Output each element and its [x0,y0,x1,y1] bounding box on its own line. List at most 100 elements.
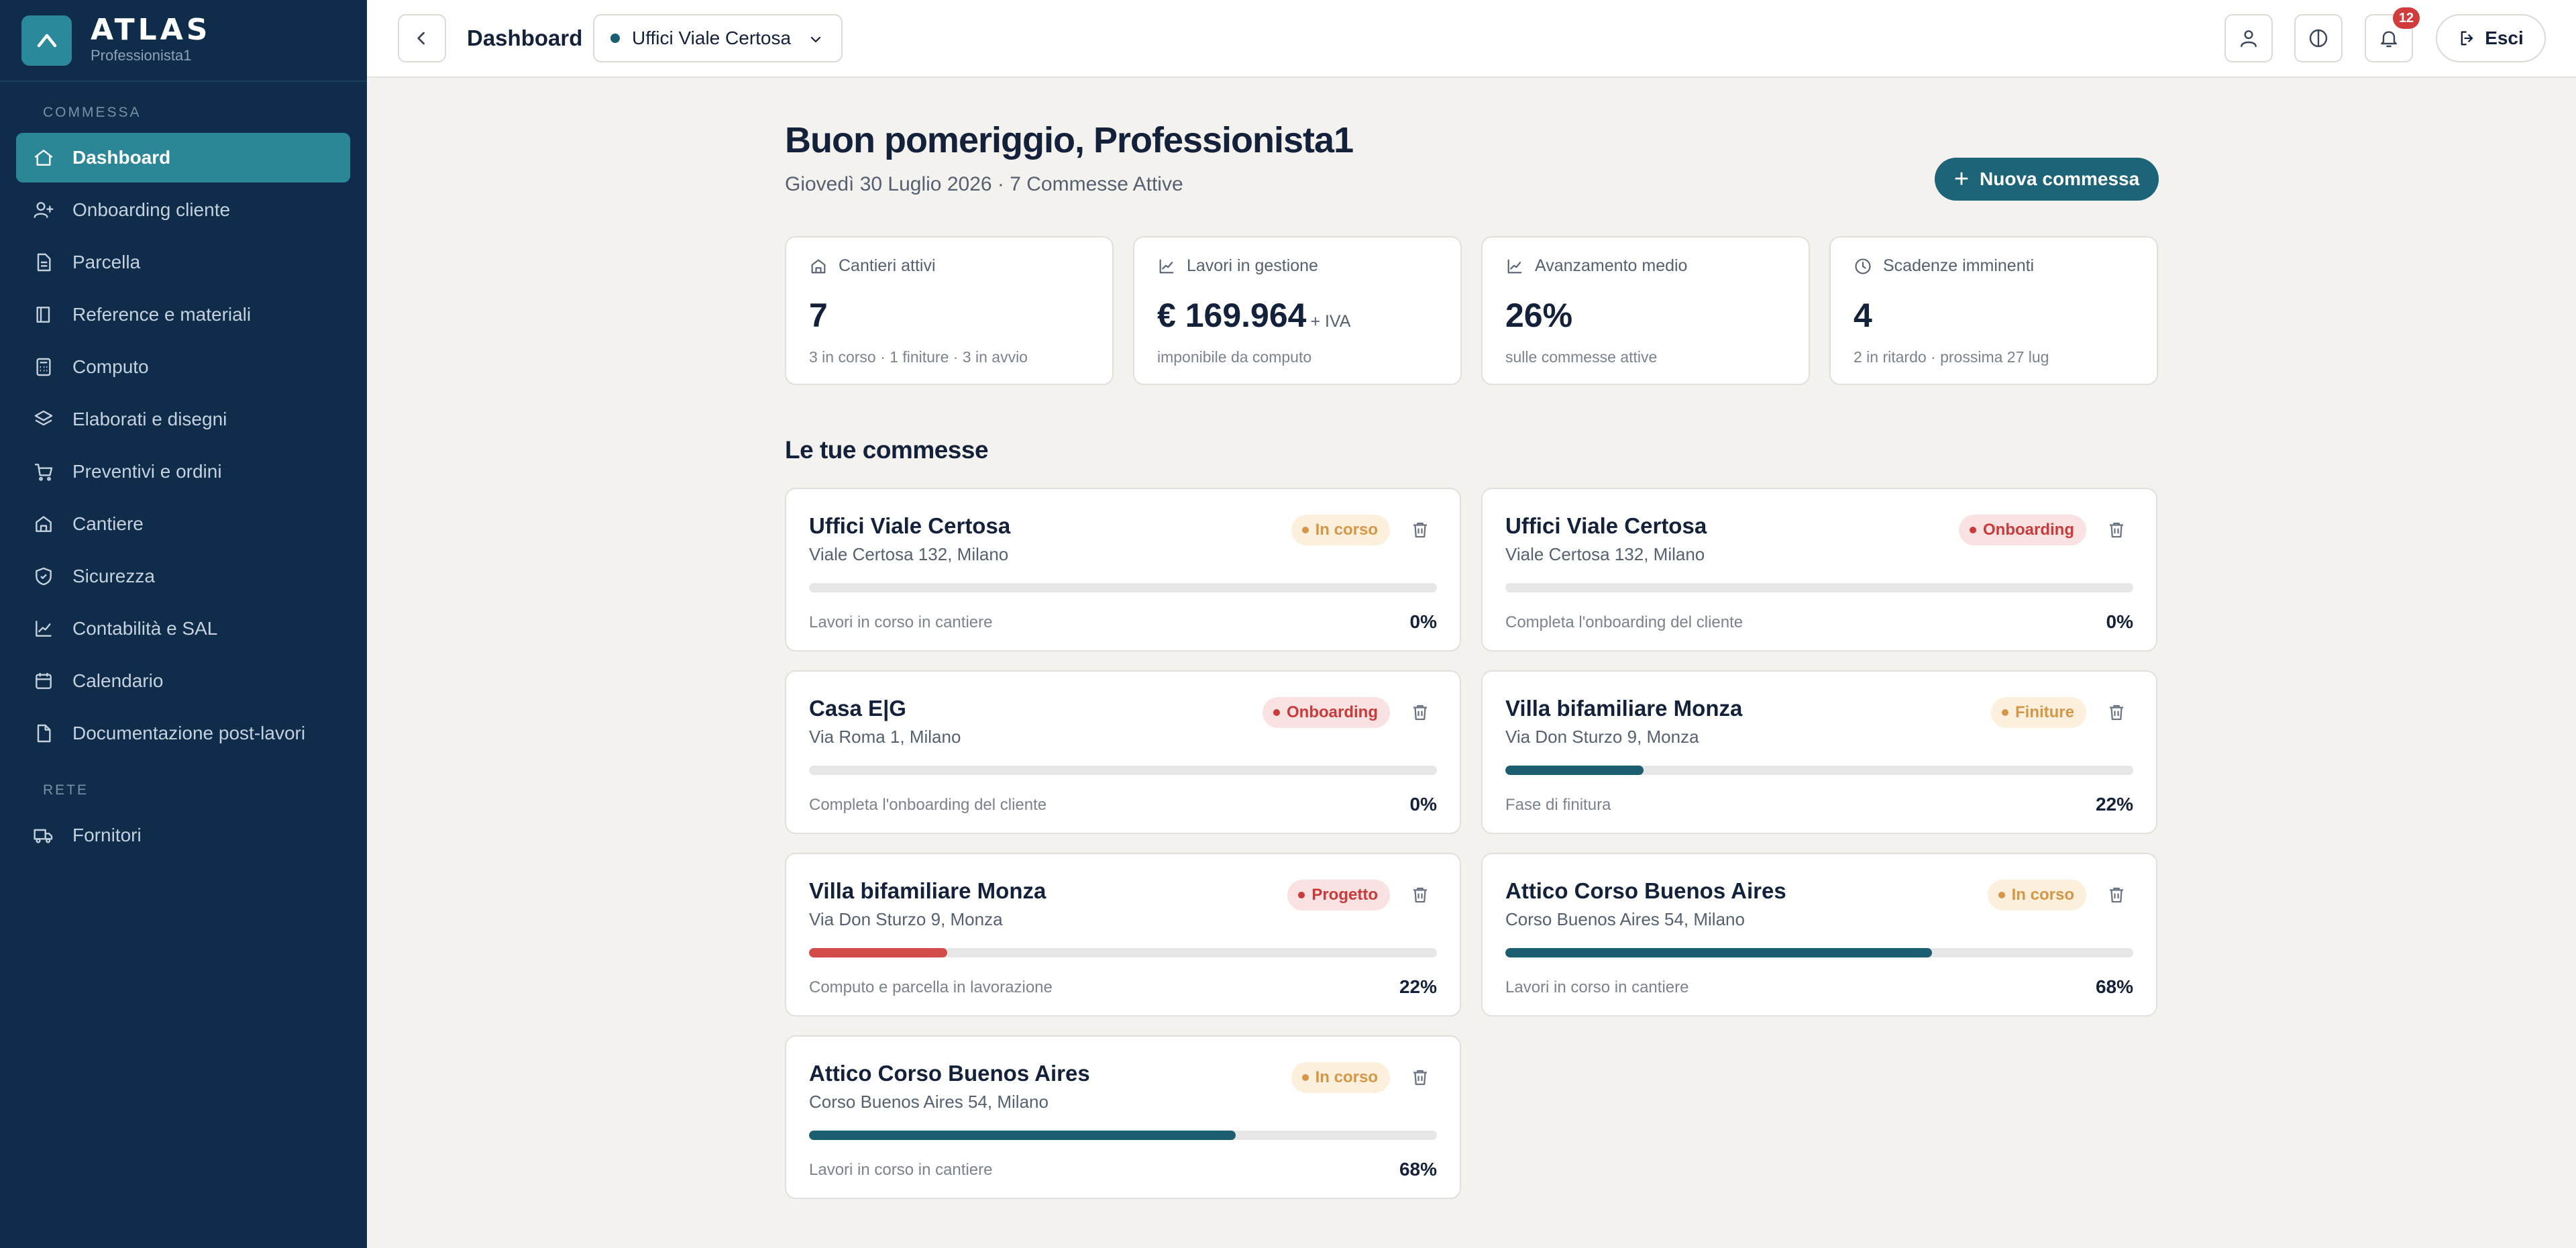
logout-button[interactable]: Esci [2436,14,2546,62]
sidebar: ATLAS Professionista1 COMMESSA Dashboard… [0,0,367,1248]
trash-icon[interactable] [2106,519,2127,541]
stat-value: 26% [1505,297,1573,334]
project-card[interactable]: Villa bifamiliare Monza Via Don Sturzo 9… [785,853,1461,1017]
sidebar-item-cantiere[interactable]: Cantiere [16,499,350,549]
status-label: In corso [1315,1068,1378,1086]
stat-sub: sulle commesse attive [1505,348,1658,366]
project-address: Viale Certosa 132, Milano [1505,544,1705,564]
notifications-button[interactable]: 12 [2365,7,2420,62]
progress-bar [1505,766,2133,775]
section-title-commesse: Le tue commesse [785,436,989,464]
sidebar-item-label: Documentazione post-lavori [72,723,306,743]
sidebar-item-onboarding[interactable]: Onboarding cliente [16,185,350,235]
project-title: Attico Corso Buenos Aires [1505,878,1786,903]
sidebar-item-label: Fornitori [72,825,142,845]
status-label: In corso [1315,521,1378,539]
sidebar-item-fornitori[interactable]: Fornitori [16,811,350,860]
sidebar-item-label: Computo [72,356,149,377]
sidebar-nav-rete: Fornitori [16,811,350,863]
sidebar-item-contabilita[interactable]: Contabilità e SAL [16,604,350,654]
stat-card-avanzamento: Avanzamento medio 26% sulle commesse att… [1481,236,1810,385]
sidebar-item-preventivi[interactable]: Preventivi e ordini [16,447,350,497]
project-percent: 0% [1409,794,1437,815]
project-card[interactable]: Attico Corso Buenos Aires Corso Buenos A… [1481,853,2157,1017]
sidebar-item-dashboard[interactable]: Dashboard [16,133,350,183]
chevron-left-icon [417,32,425,45]
trash-icon[interactable] [1410,1067,1430,1088]
project-percent: 68% [2095,976,2133,997]
status-label: Onboarding [1287,703,1378,721]
cart-icon [32,460,55,483]
project-note: Lavori in corso in cantiere [809,613,993,631]
project-status-dot [610,34,620,43]
sidebar-item-sicurezza[interactable]: Sicurezza [16,552,350,601]
bell-icon [2381,31,2397,48]
shield-icon [32,565,55,588]
project-card[interactable]: Attico Corso Buenos Aires Corso Buenos A… [785,1035,1461,1199]
sidebar-item-label: Sicurezza [72,566,155,586]
project-percent: 0% [2106,611,2133,632]
project-title: Attico Corso Buenos Aires [809,1061,1090,1086]
project-selector[interactable]: Uffici Viale Certosa [593,14,843,62]
progress-bar-fill [809,948,947,957]
project-note: Fase di finitura [1505,796,1611,814]
chevron-down-icon [810,36,821,43]
building-icon [32,513,55,535]
sidebar-item-reference[interactable]: Reference e materiali [16,290,350,340]
status-label: Finiture [2015,703,2074,721]
sidebar-item-label: Contabilità e SAL [72,618,218,639]
profile-button[interactable] [2224,14,2273,62]
status-badge: Onboarding [1263,697,1390,728]
progress-bar-fill [809,1131,1236,1140]
project-address: Via Don Sturzo 9, Monza [1505,727,1699,747]
sidebar-item-computo[interactable]: Computo [16,342,350,392]
project-percent: 22% [2095,794,2133,815]
trash-icon[interactable] [1410,884,1430,906]
sidebar-item-label: Dashboard [72,147,171,168]
project-card[interactable]: Villa bifamiliare Monza Via Don Sturzo 9… [1481,670,2157,834]
stat-card-scadenze: Scadenze imminenti 4 2 in ritardo · pros… [1829,236,2158,385]
greeting-title: Buon pomeriggio, Professionista1 [785,120,1354,160]
status-label: Onboarding [1983,521,2074,539]
sidebar-item-label: Preventivi e ordini [72,461,222,482]
project-title: Casa E|G [809,696,906,721]
project-percent: 22% [1399,976,1437,997]
trash-icon[interactable] [1410,702,1430,723]
sidebar-item-label: Onboarding cliente [72,199,231,220]
sidebar-item-documentazione[interactable]: Documentazione post-lavori [16,709,350,758]
stat-value: € 169.964 [1157,297,1307,334]
plus-icon: + [1953,165,1970,193]
project-percent: 0% [1409,611,1437,632]
status-badge: Finiture [1991,697,2086,728]
building-icon [811,259,826,273]
theme-toggle-button[interactable] [2294,14,2343,62]
project-card[interactable]: Casa E|G Via Roma 1, Milano Onboarding C… [785,670,1461,834]
sidebar-item-label: Reference e materiali [72,304,252,325]
stat-label: Scadenze imminenti [1883,256,2035,275]
project-title: Uffici Viale Certosa [809,513,1011,538]
trash-icon[interactable] [2106,702,2127,723]
truck-icon [32,824,55,847]
project-address: Viale Certosa 132, Milano [809,544,1009,564]
project-note: Computo e parcella in lavorazione [809,978,1053,996]
chart-icon [1159,259,1174,273]
stat-card-cantieri: Cantieri attivi 7 3 in corso · 1 finitur… [785,236,1114,385]
section-label-commessa: COMMESSA [43,105,142,120]
user-plus-icon [32,199,55,221]
stat-label: Avanzamento medio [1535,256,1688,275]
new-project-button[interactable]: + Nuova commessa [1935,158,2159,201]
trash-icon[interactable] [2106,884,2127,906]
trash-icon[interactable] [1410,519,1430,541]
status-badge: In corso [1291,1062,1390,1093]
sidebar-item-elaborati[interactable]: Elaborati e disegni [16,395,350,444]
atlas-logo-icon[interactable] [21,15,72,66]
project-note: Lavori in corso in cantiere [1505,978,1689,996]
status-label: Progetto [1311,886,1378,904]
progress-bar [809,766,1437,775]
sidebar-item-parcella[interactable]: Parcella [16,238,350,287]
sidebar-item-calendario[interactable]: Calendario [16,656,350,706]
project-card[interactable]: Uffici Viale Certosa Viale Certosa 132, … [1481,488,2157,652]
back-button[interactable] [398,14,446,62]
project-percent: 68% [1399,1159,1437,1180]
project-card[interactable]: Uffici Viale Certosa Viale Certosa 132, … [785,488,1461,652]
